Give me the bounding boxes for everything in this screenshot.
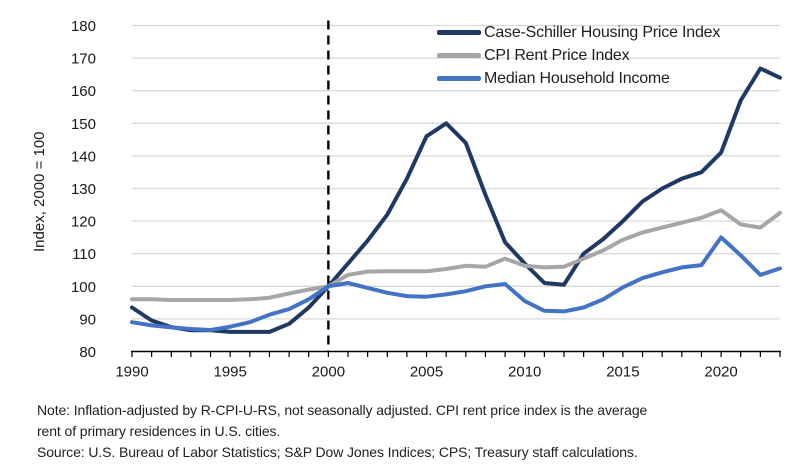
y-tick-label-150: 150 xyxy=(71,116,96,133)
x-tick-label-2005: 2005 xyxy=(410,364,443,381)
legend-label-cpi-rent: CPI Rent Price Index xyxy=(484,46,630,64)
footnotes: Note: Inflation-adjusted by R-CPI-U-RS, … xyxy=(37,400,797,463)
y-tick-label-80: 80 xyxy=(79,344,96,361)
series-line-2 xyxy=(130,235,782,332)
legend-label-case-schiller: Case-Schiller Housing Price Index xyxy=(484,23,721,41)
y-tick-label-160: 160 xyxy=(71,83,96,100)
legend-swatch-case-schiller xyxy=(437,30,481,35)
x-tick-label-2020: 2020 xyxy=(704,364,737,381)
line-chart-canvas: 80 90 100 110 120 130 140 150 160 170 180 1990 1995 2… xyxy=(71,18,782,381)
y-tick-label-140: 140 xyxy=(71,148,96,165)
legend-swatch-median-income xyxy=(437,76,481,81)
y-tick-label-120: 120 xyxy=(71,214,96,231)
series-line-1 xyxy=(130,208,782,302)
x-tick-label-1990: 1990 xyxy=(115,364,148,381)
series-line-0 xyxy=(130,66,782,334)
source-line: Source: U.S. Bureau of Labor Statistics;… xyxy=(37,444,638,460)
y-tick-label-90: 90 xyxy=(79,311,96,328)
y-tick-label-100: 100 xyxy=(71,279,96,296)
y-tick-label-170: 170 xyxy=(71,51,96,68)
note-line-2: rent of primary residences in U.S. citie… xyxy=(37,423,281,439)
legend-item-cpi-rent: CPI Rent Price Index xyxy=(437,44,720,67)
legend-item-case-schiller: Case-Schiller Housing Price Index xyxy=(437,21,720,44)
x-tick-label-1995: 1995 xyxy=(213,364,246,381)
y-tick-label-180: 180 xyxy=(71,18,96,35)
note-line-1: Note: Inflation-adjusted by R-CPI-U-RS, … xyxy=(37,402,648,418)
chart-legend: Case-Schiller Housing Price Index CPI Re… xyxy=(437,21,720,90)
x-tick-label-2000: 2000 xyxy=(312,364,345,381)
legend-swatch-cpi-rent xyxy=(437,53,481,58)
x-tick-label-2010: 2010 xyxy=(508,364,541,381)
y-axis-title: Index, 2000 = 100 xyxy=(31,131,48,252)
x-tick-label-2015: 2015 xyxy=(606,364,639,381)
y-tick-label-110: 110 xyxy=(72,246,96,263)
legend-item-median-income: Median Household Income xyxy=(437,67,720,90)
legend-label-median-income: Median Household Income xyxy=(484,69,670,87)
y-tick-label-130: 130 xyxy=(71,181,96,198)
